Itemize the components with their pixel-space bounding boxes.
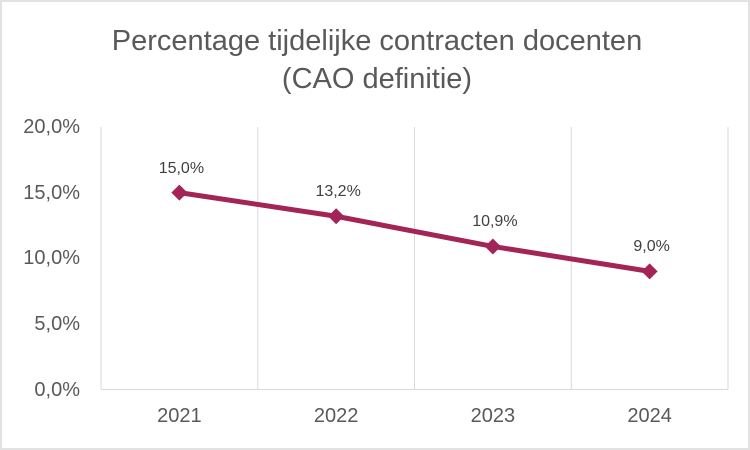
chart-title: Percentage tijdelijke contracten docente… <box>2 22 748 98</box>
data-point-marker <box>641 263 658 280</box>
data-point-marker <box>484 238 501 255</box>
y-axis-tick-label: 0,0% <box>34 378 80 401</box>
y-axis-tick-label: 5,0% <box>34 312 80 335</box>
y-axis-tick-label: 20,0% <box>23 116 80 138</box>
x-axis-category-label: 2023 <box>470 405 516 427</box>
data-point-label: 10,9% <box>472 213 518 231</box>
chart-title-line1: Percentage tijdelijke contracten docente… <box>111 25 643 57</box>
series-line <box>176 190 653 274</box>
chart-title-line2: (CAO definitie) <box>281 63 473 95</box>
x-axis-category-label: 2021 <box>157 405 202 427</box>
y-axis-tick-label: 10,0% <box>23 247 80 270</box>
x-axis-category-label: 2024 <box>627 405 672 427</box>
y-axis-tick-label: 15,0% <box>23 181 80 204</box>
data-point-marker <box>171 184 188 201</box>
data-point-label: 9,0% <box>633 238 670 256</box>
data-point-label: 13,2% <box>315 183 361 201</box>
data-point-label: 15,0% <box>158 159 205 177</box>
data-point-marker <box>328 208 345 225</box>
x-axis-category-label: 2022 <box>313 405 359 427</box>
